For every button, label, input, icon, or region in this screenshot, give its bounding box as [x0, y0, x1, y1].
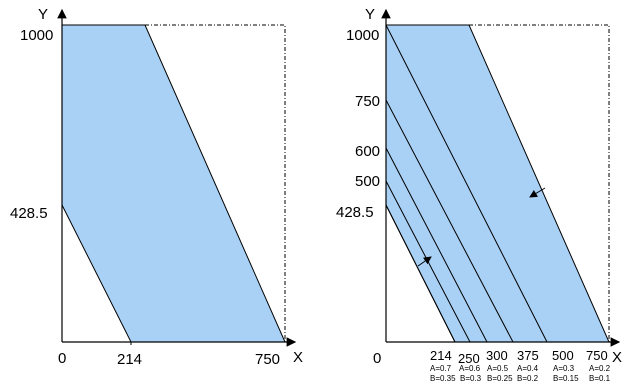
right-x-axis-label: X: [612, 349, 622, 366]
left-y-axis-label: Y: [38, 6, 48, 23]
b-label-4: B=0.2: [517, 374, 539, 383]
left-x-tick-750: 750: [255, 351, 280, 368]
left-x-tick-214: 214: [117, 351, 142, 368]
a-label-6: A=0.2: [589, 364, 611, 373]
left-feasible-region: [61, 24, 286, 343]
a-label-2: A=0.6: [459, 364, 481, 373]
iso-line-a03: [385, 24, 548, 343]
right-y-tick-750: 750: [355, 93, 380, 110]
b-label-2: B=0.3: [460, 374, 482, 383]
right-plot: Y X 0 1000 750 600 500 428.5 214 250 300…: [336, 6, 622, 383]
left-y-tick-428-5: 428.5: [10, 205, 48, 222]
right-x-tick-750: 750: [586, 348, 608, 363]
iso-line-a05: [385, 147, 488, 343]
iso-line-a04: [385, 99, 514, 343]
right-y-tick-428-5: 428.5: [336, 204, 374, 221]
a-label-5: A=0.3: [553, 364, 575, 373]
left-plot: Y X 0 1000 428.5 214 750: [10, 6, 303, 368]
direction-arrow-upper: [529, 187, 546, 198]
right-x-tick-375: 375: [517, 348, 539, 363]
b-label-3: B=0.25: [487, 374, 513, 383]
a-label-4: A=0.4: [517, 364, 539, 373]
left-dashed-bound: [145, 24, 286, 342]
a-label-3: A=0.5: [487, 364, 509, 373]
right-x-tick-300: 300: [486, 348, 508, 363]
left-origin-label: 0: [58, 350, 66, 367]
right-y-tick-500: 500: [355, 173, 380, 190]
right-y-axis-label: Y: [365, 6, 375, 23]
right-dashed-bound: [469, 24, 610, 342]
iso-line-a07: [385, 204, 456, 343]
right-y-tick-600: 600: [355, 143, 380, 160]
right-x-tick-214: 214: [430, 348, 452, 363]
right-origin-label: 0: [373, 350, 381, 367]
b-label-5: B=0.15: [553, 374, 579, 383]
left-x-axis-label: X: [293, 349, 303, 366]
direction-arrow-lower: [417, 256, 432, 267]
right-x-tick-250: 250: [458, 351, 480, 366]
left-y-tick-1000: 1000: [20, 27, 53, 44]
right-feasible-region: [385, 24, 610, 343]
right-x-tick-500: 500: [552, 348, 574, 363]
b-label-6: B=0.1: [589, 374, 611, 383]
a-label-1: A=0.7: [430, 364, 452, 373]
right-y-tick-1000: 1000: [346, 27, 379, 44]
b-label-1: B=0.35: [430, 374, 456, 383]
